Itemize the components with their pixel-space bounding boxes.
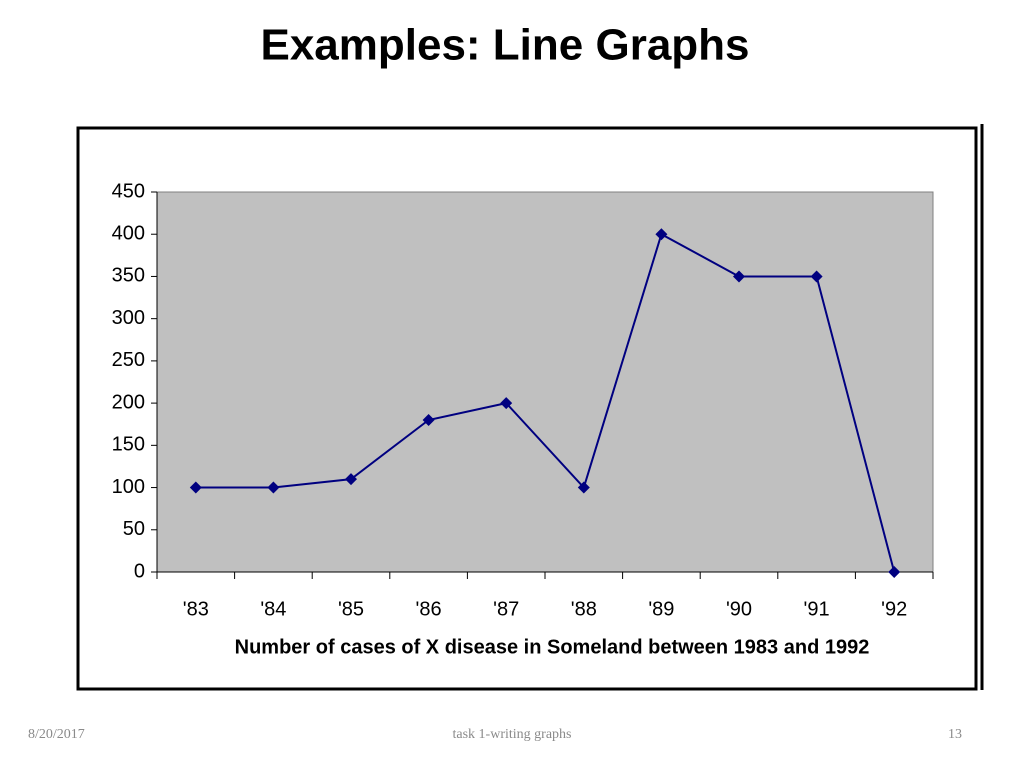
point — [267, 481, 280, 494]
point — [655, 228, 668, 241]
x-tick-label: '85 — [338, 598, 364, 620]
footer-page: 13 — [948, 727, 962, 742]
y-tick-label: 50 — [123, 518, 145, 540]
y-tick-label: 150 — [112, 434, 145, 456]
y-tick-label: 350 — [112, 265, 145, 287]
point — [888, 566, 901, 578]
chart-frame — [76, 126, 978, 691]
x-tick-label: '83 — [183, 598, 209, 620]
x-tick-label: '87 — [493, 598, 519, 620]
point — [422, 414, 435, 426]
footer-date: 8/20/2017 — [28, 727, 85, 742]
y-tick-label: 0 — [134, 560, 145, 582]
point — [577, 481, 590, 494]
point — [500, 397, 513, 410]
y-tick-label: 400 — [112, 223, 145, 245]
plot-area — [156, 191, 934, 573]
point — [810, 270, 823, 283]
x-tick-label: '90 — [726, 598, 752, 620]
slide-title: Examples: Line Graphs — [260, 21, 749, 70]
line — [195, 232, 896, 573]
y-tick-label: 100 — [112, 476, 145, 498]
footer-text: task 1-writing graphs — [453, 727, 572, 742]
point — [733, 270, 745, 283]
y-tick-label: 300 — [112, 307, 145, 329]
y-tick-label: 450 — [112, 180, 145, 202]
x-tick-label: '88 — [571, 598, 597, 620]
x-tick-label: '86 — [416, 598, 442, 620]
point — [345, 473, 357, 486]
y-tick-label: 200 — [112, 391, 145, 413]
x-tick-label: '84 — [260, 598, 286, 620]
x-axis-label: Number of cases of X disease in Someland… — [235, 636, 870, 658]
point — [189, 481, 202, 494]
x-tick-label: '92 — [881, 598, 907, 620]
y-tick-label: 250 — [112, 349, 145, 371]
x-tick-label: '89 — [648, 598, 674, 620]
x-tick-label: '91 — [804, 598, 830, 620]
